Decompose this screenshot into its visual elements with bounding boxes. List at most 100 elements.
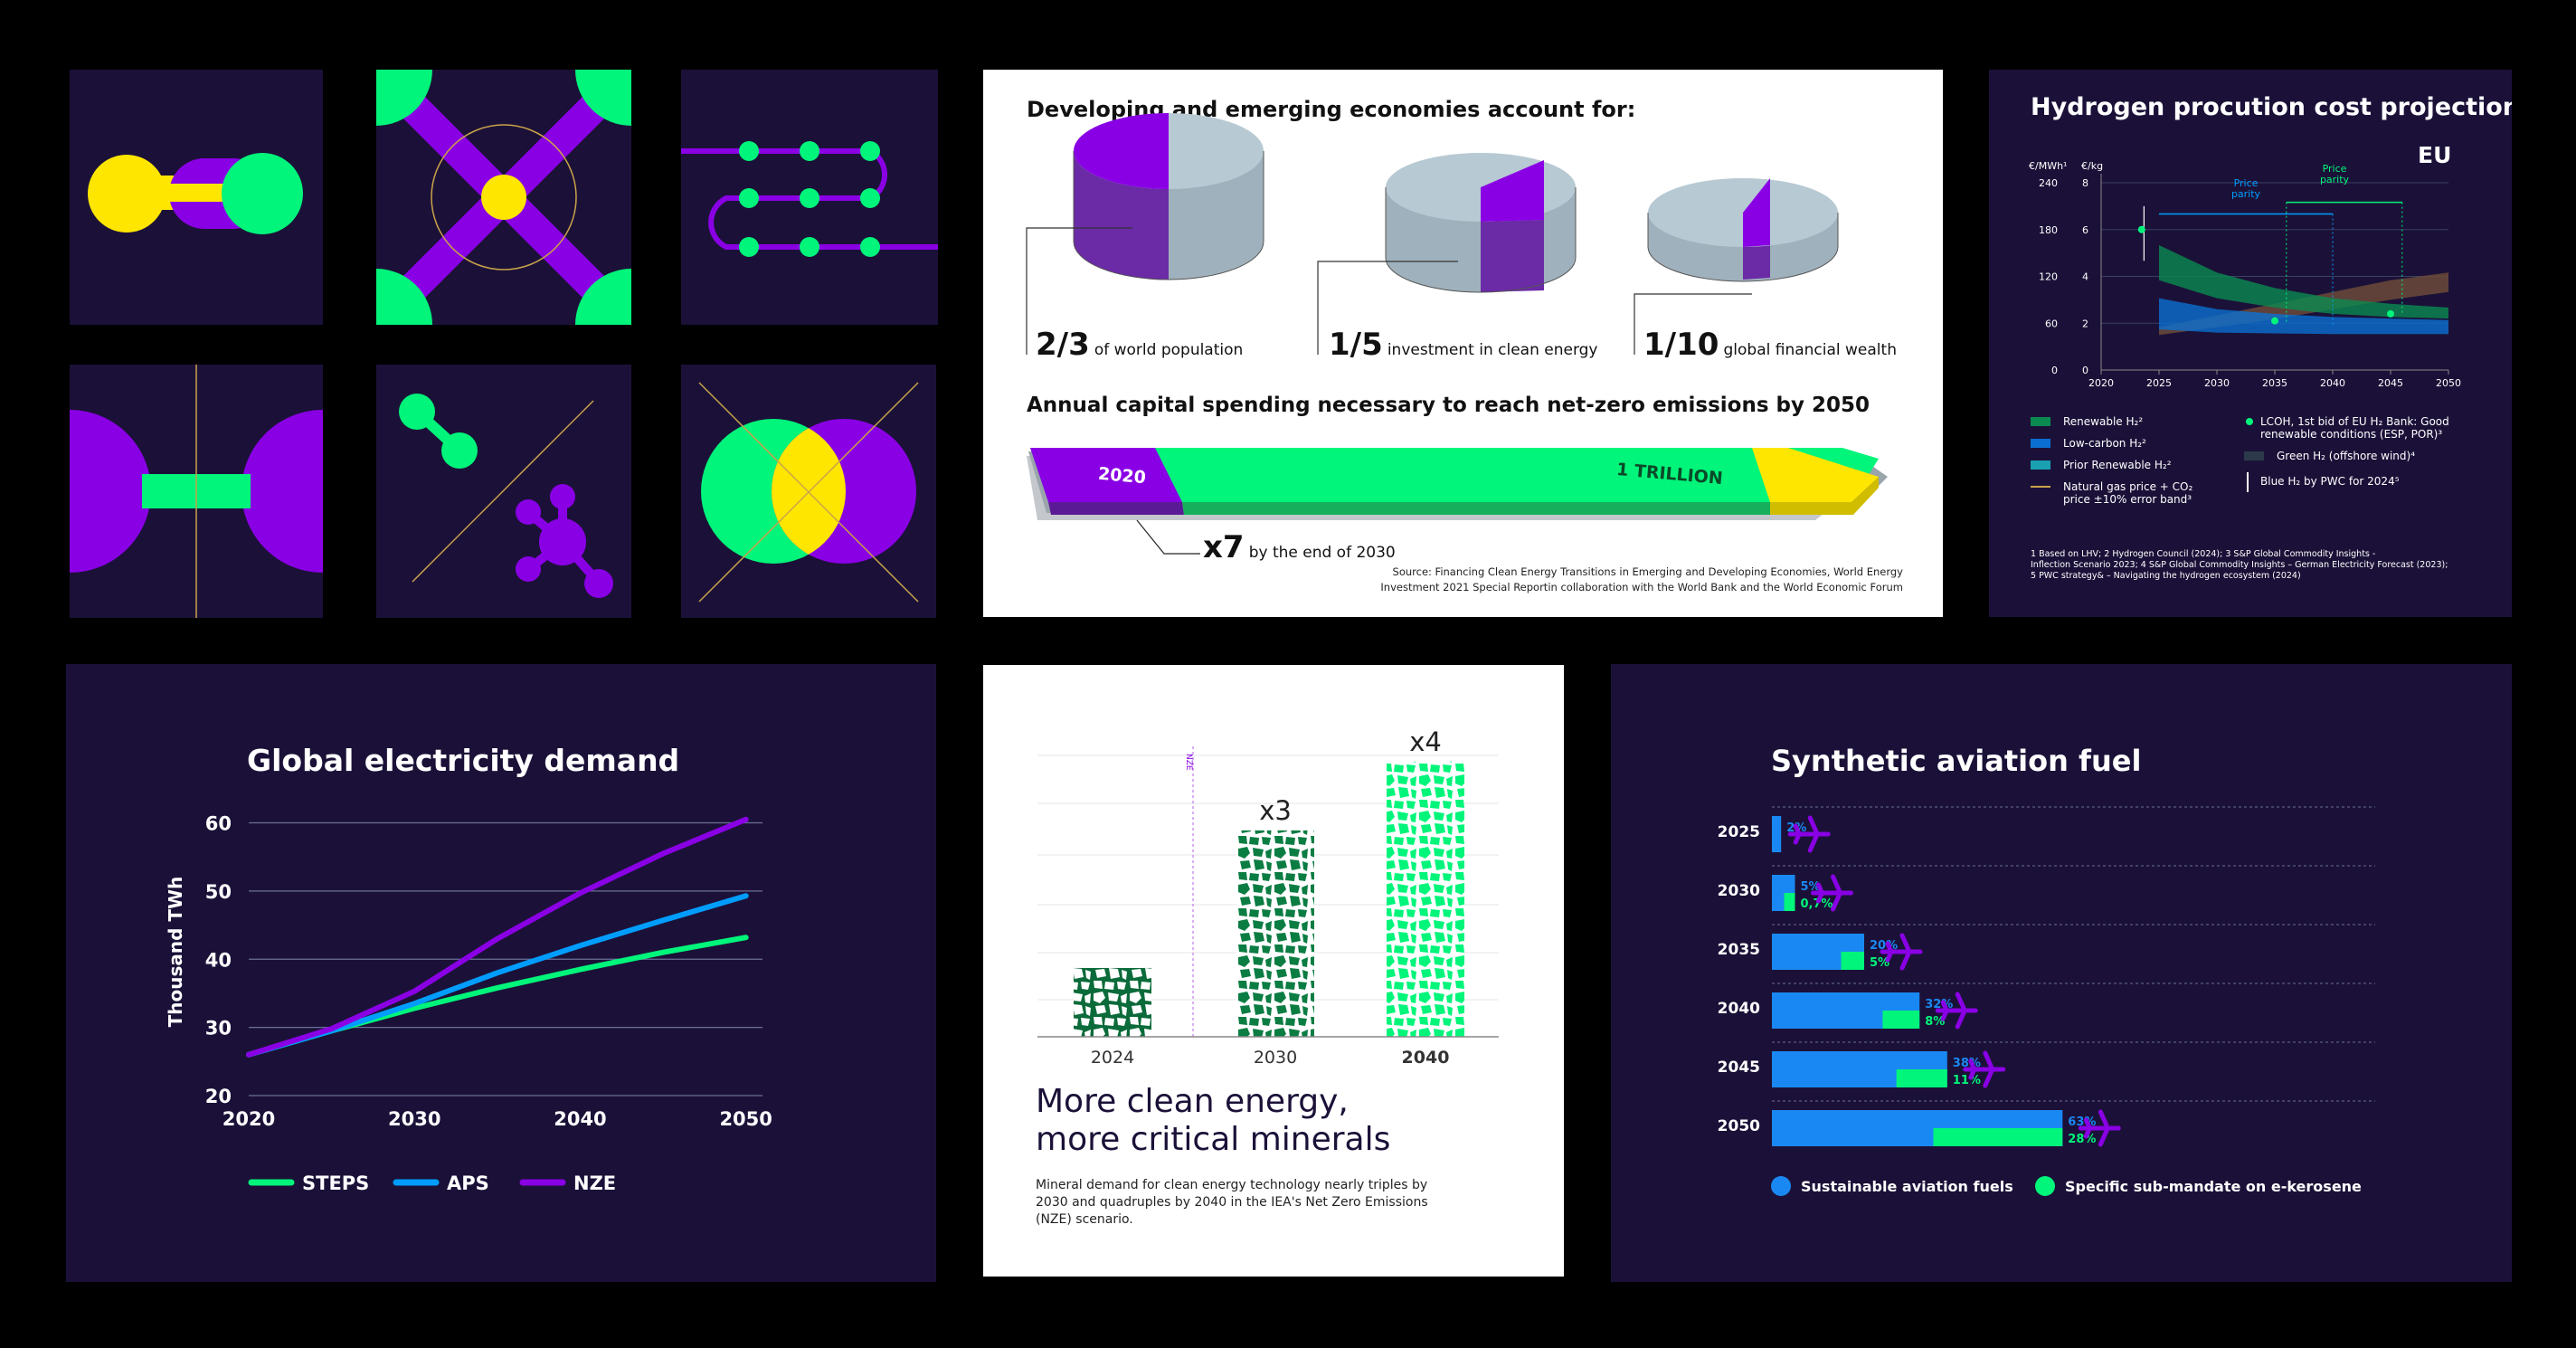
minerals-body: Mineral demand for clean energy technolo… <box>1036 1178 1428 1227</box>
venn-icon <box>681 365 936 618</box>
stat-investment: 1/5 investment in clean energy <box>1329 327 1598 363</box>
economies-card: Developing and emerging economies accoun… <box>983 70 1943 617</box>
y-tick-left: 60 <box>2045 318 2058 329</box>
airplane-icon <box>1787 815 1831 853</box>
multiplier: x7 by the end of 2030 <box>1203 529 1396 565</box>
bar-ekerosene-2050 <box>1933 1128 2063 1146</box>
ekerosene-label: 8% <box>1925 1015 1945 1029</box>
minerals-chart: 2024 2030 x3 2040 x4 <box>1037 726 1499 1068</box>
y-tick-label: 60 <box>205 813 232 835</box>
bar-value-label: x3 <box>1259 795 1292 826</box>
price-parity-2: Price parity <box>2319 163 2350 185</box>
y-tick-left: 0 <box>2051 365 2058 376</box>
y-tick-left: 120 <box>2039 271 2058 283</box>
y-tick-label: 40 <box>205 949 232 971</box>
bar-ekerosene-2035 <box>1841 952 1864 970</box>
x-tick-label: 2040 <box>1402 1048 1450 1068</box>
ekerosene-label: 11% <box>1953 1074 1981 1087</box>
pie-cylinders <box>1026 113 1888 555</box>
legend-swatch-saf <box>1771 1176 1791 1196</box>
bar-ekerosene-2045 <box>1896 1069 1947 1087</box>
bar-value-label: x4 <box>1409 726 1442 757</box>
hydrogen-legend-left: Renewable H₂² Low-carbon H₂² Prior Renew… <box>2031 415 2248 506</box>
airplane-icon <box>1963 1050 2006 1088</box>
bar-2024 <box>1074 967 1151 1037</box>
legend-label-steps: STEPS <box>302 1172 369 1194</box>
x-tick-label: 2050 <box>719 1108 772 1130</box>
legend-lcoh: LCOH, 1st bid of EU H₂ Bank: Good renewa… <box>2244 415 2470 441</box>
x-tick-label: 2030 <box>2204 377 2230 389</box>
chart-title: Synthetic aviation fuel <box>1771 744 2141 778</box>
x-tick-label: 2030 <box>1254 1048 1297 1068</box>
y-tick-right: 0 <box>2082 365 2088 376</box>
saf-label: 5% <box>1801 880 1821 894</box>
bar-ekerosene-2030 <box>1784 893 1795 911</box>
x-tick-label: 2030 <box>388 1108 440 1130</box>
y-tick-left: 180 <box>2039 224 2058 236</box>
y-tick-label: 50 <box>205 881 232 903</box>
spending-title: Annual capital spending necessary to rea… <box>1027 394 1870 417</box>
year-label: 2050 <box>1718 1117 1760 1135</box>
x-tick-label: 2035 <box>2262 377 2287 389</box>
x-tick-label: 2020 <box>223 1108 275 1130</box>
x-tick-label: 2050 <box>2436 377 2461 389</box>
lcoh-point <box>2137 225 2145 233</box>
legend-green-offshore: Green H₂ (offshore wind)⁴ <box>2244 450 2470 462</box>
legend-label-aps: APS <box>447 1172 489 1194</box>
series-line-steps <box>246 935 749 1058</box>
legend-swatch-ekerosene <box>2035 1176 2055 1196</box>
bar-saf-2025 <box>1772 816 1782 852</box>
legend-lowcarbon: Low-carbon H₂² <box>2031 437 2248 450</box>
legend-label-nze: NZE <box>573 1172 616 1194</box>
y-tick-label: 30 <box>205 1018 232 1039</box>
minerals-headline: More clean energy, more critical mineral… <box>1036 1083 1391 1158</box>
x-tick-label: 2040 <box>2320 377 2345 389</box>
hydrogen-card: Hydrogen procution cost projection EU €/… <box>1989 70 2512 617</box>
cylinder-investment <box>1385 153 1577 293</box>
y-tick-left: 240 <box>2039 177 2058 189</box>
y-tick-right: 4 <box>2082 271 2088 283</box>
nze-tag: NZE <box>1184 754 1193 771</box>
ekerosene-label: 5% <box>1870 956 1889 970</box>
unit-right: €/kg <box>2081 160 2104 172</box>
bar-ekerosene-2040 <box>1882 1011 1920 1029</box>
economies-source: Source: Financing Clean Energy Transitio… <box>1380 565 1903 593</box>
bar-2040 <box>1387 761 1464 1037</box>
bar-2030 <box>1236 830 1314 1037</box>
series-line-nze <box>246 816 749 1058</box>
x-tick-label: 2024 <box>1091 1048 1134 1068</box>
ekerosene-label: 28% <box>2068 1133 2096 1146</box>
airplane-icon <box>2078 1109 2121 1147</box>
dumbbell-icon <box>70 70 323 325</box>
legend-blue-pwc: Blue H₂ by PWC for 2024⁵ <box>2244 472 2470 492</box>
legend-label-saf: Sustainable aviation fuels <box>1801 1178 2013 1195</box>
y-tick-right: 6 <box>2082 224 2088 236</box>
y-tick-label: 20 <box>205 1086 232 1107</box>
lcoh-point <box>2271 317 2278 325</box>
hydrogen-title: Hydrogen procution cost projection <box>2031 93 2512 121</box>
y-tick-right: 2 <box>2082 318 2088 329</box>
year-label: 2030 <box>1718 882 1760 900</box>
chart-title: Global electricity demand <box>247 743 679 778</box>
legend-natural-gas: Natural gas price + CO₂ price ±10% error… <box>2031 480 2199 506</box>
spending-bar <box>1027 448 1888 520</box>
band-lowcarbon <box>2159 298 2448 335</box>
molecule-icon <box>376 365 631 618</box>
aviation-card: Synthetic aviation fuel 2025 2% 2030 5% 0,7% 2… <box>1611 664 2512 1282</box>
legend-label-ekerosene: Specific sub-mandate on e-kerosene <box>2065 1178 2362 1195</box>
airplane-icon <box>1880 933 1923 971</box>
lcoh-point <box>2387 309 2394 318</box>
year-label: 2035 <box>1718 941 1760 959</box>
legend-renewable: Renewable H₂² <box>2031 415 2248 428</box>
minerals-card: 2024 2030 x3 2040 x4 More clean energy, more… <box>983 665 1564 1277</box>
stat-wealth: 1/10 global financial wealth <box>1643 327 1897 363</box>
legend-prior-renewable: Prior Renewable H₂² <box>2031 459 2248 471</box>
y-axis-label: Thousand TWh <box>165 877 186 1028</box>
electricity-card: Global electricity demand Thousand TWh 20 3… <box>66 664 936 1282</box>
bar-start-label: 2020 <box>1097 463 1147 489</box>
cylinder-wealth <box>1647 178 1839 282</box>
y-tick-right: 8 <box>2082 177 2088 189</box>
hydrogen-footnotes: 1 Based on LHV; 2 Hydrogen Council (2024… <box>2031 549 2448 581</box>
split-circles-icon <box>70 365 323 618</box>
